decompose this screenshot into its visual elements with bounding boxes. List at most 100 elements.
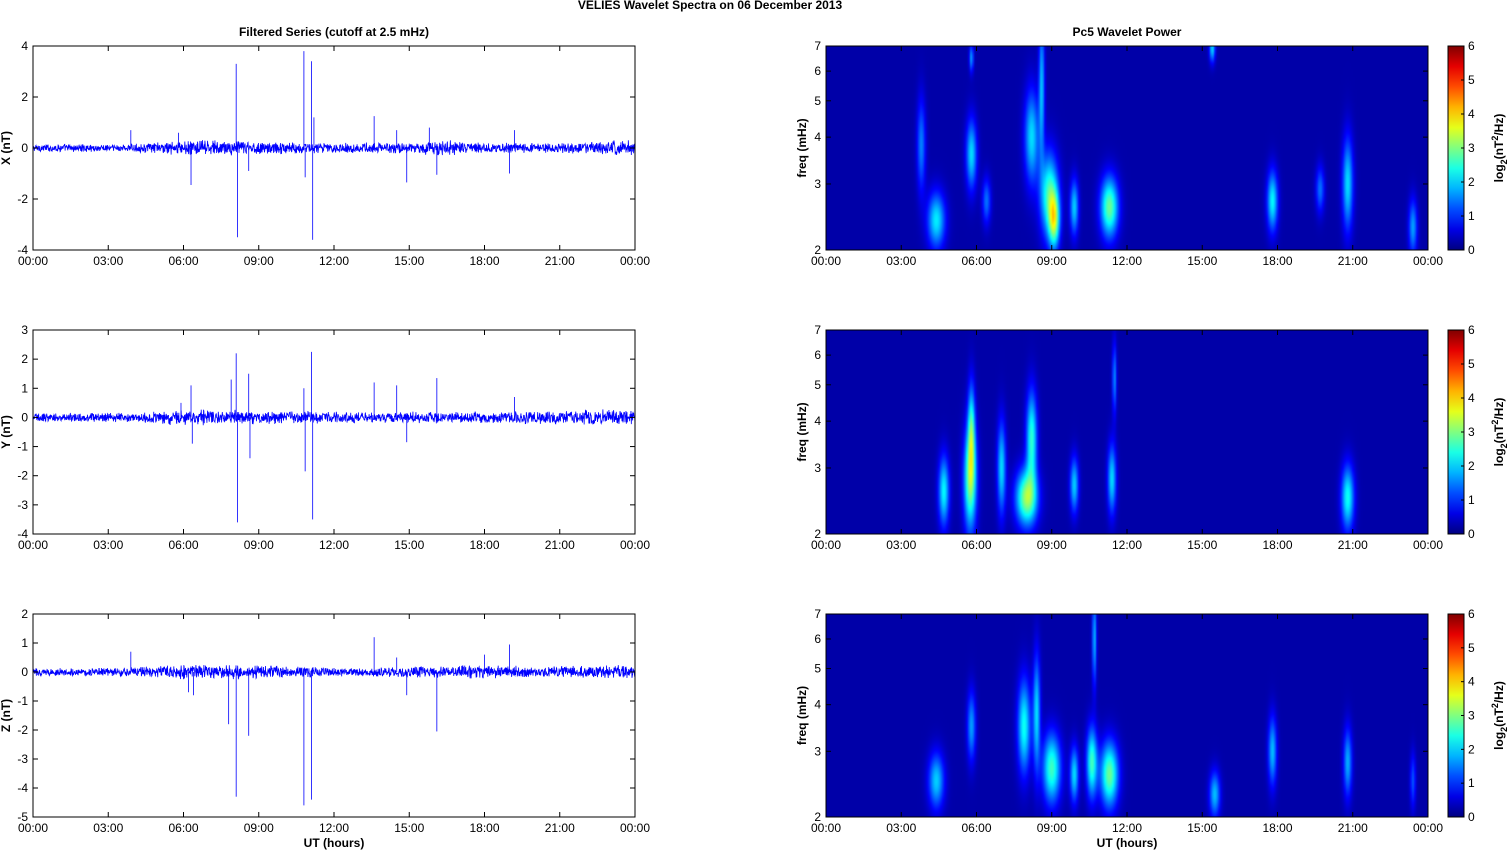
ytick-label: -3 <box>17 498 28 512</box>
label-part: (nT <box>1492 424 1506 443</box>
colorbar-tick-label: 5 <box>1468 357 1475 371</box>
ylabel: X (nT) <box>0 131 13 165</box>
series-trace <box>32 409 636 426</box>
colorbar-tick-label: 1 <box>1468 493 1475 507</box>
colorbar-tick-label: 3 <box>1468 709 1475 723</box>
label-part: log <box>1492 732 1506 750</box>
ylabel: freq (mHz) <box>795 118 809 177</box>
ytick-label: 1 <box>21 636 28 650</box>
colorbar-tick-label: 6 <box>1468 323 1475 337</box>
ytick-label: 6 <box>814 64 821 78</box>
ytick-label: -1 <box>17 694 28 708</box>
label-sub: 2 <box>1499 443 1509 448</box>
ts-xtick-label: 12:00 <box>319 821 349 835</box>
ts-xtick-label: 09:00 <box>244 538 274 552</box>
colorbar-tick-label: 1 <box>1468 776 1475 790</box>
colorbar-tick-label: 6 <box>1468 39 1475 53</box>
colorbar-tick-label: 3 <box>1468 425 1475 439</box>
xlabel: UT (hours) <box>1097 836 1158 850</box>
ytick-label: 4 <box>814 130 821 144</box>
ytick-label: 0 <box>21 141 28 155</box>
spec-xtick-label: 03:00 <box>886 254 916 268</box>
ytick-label: 0 <box>21 665 28 679</box>
label-part: (nT <box>1492 708 1506 727</box>
spec-xtick-label: 06:00 <box>961 538 991 552</box>
ts-xtick-label: 15:00 <box>394 821 424 835</box>
ts-xtick-label: 00:00 <box>18 821 48 835</box>
ytick-label: 5 <box>814 662 821 676</box>
ts-xtick-label: 18:00 <box>469 538 499 552</box>
ytick-label: 1 <box>21 381 28 395</box>
figure-title: VELIES Wavelet Spectra on 06 December 20… <box>578 0 843 12</box>
colorbar-tick-label: 2 <box>1468 175 1475 189</box>
spec-xtick-label: 18:00 <box>1262 538 1292 552</box>
colorbar-label: log2(nT2/Hz) <box>1490 114 1509 183</box>
label-sup: 2 <box>1490 420 1500 425</box>
spec-xtick-label: 00:00 <box>811 538 841 552</box>
spec-xtick-label: 00:00 <box>811 254 841 268</box>
colorbar-tick-label: 3 <box>1468 141 1475 155</box>
ytick-label: -4 <box>17 527 28 541</box>
ytick-label: 0 <box>21 410 28 424</box>
timeseries-panel-1: -4 -2 0 2 4 00:00 03:00 06:00 09:00 12:00 15:00 18:… <box>0 25 650 268</box>
ytick-label: 5 <box>814 378 821 392</box>
spec-xtick-label: 00:00 <box>1413 254 1443 268</box>
spec-xtick-label: 00:00 <box>1413 821 1443 835</box>
label-part: log <box>1492 448 1506 466</box>
ts-xtick-label: 00:00 <box>620 538 650 552</box>
ts-xtick-label: 15:00 <box>394 538 424 552</box>
label-sub: 2 <box>1499 727 1509 732</box>
colorbar-tick-label: 6 <box>1468 607 1475 621</box>
spec-xtick-label: 18:00 <box>1262 821 1292 835</box>
spec-xtick-label: 03:00 <box>886 821 916 835</box>
colorbar-tick-label: 0 <box>1468 243 1475 257</box>
ytick-label: -2 <box>17 192 28 206</box>
ts-xtick-label: 21:00 <box>545 821 575 835</box>
ylabel: Z (nT) <box>0 699 13 732</box>
ts-xtick-label: 06:00 <box>168 254 198 268</box>
ts-xtick-label: 03:00 <box>93 821 123 835</box>
label-sup: 2 <box>1490 136 1500 141</box>
ytick-label: -2 <box>17 469 28 483</box>
colorbar <box>1448 46 1464 250</box>
label-part: (nT <box>1492 140 1506 159</box>
colorbar <box>1448 330 1464 534</box>
ytick-label: -5 <box>17 810 28 824</box>
plot-area <box>33 330 635 534</box>
label-part: log <box>1492 164 1506 182</box>
spectrogram-panel-2: 2 3 4 5 6 7 00:00 03:00 06:00 09:00 12:00 15:00 18:0… <box>795 323 1509 552</box>
spec-xtick-label: 09:00 <box>1037 254 1067 268</box>
wavelet-power-image <box>826 614 1428 817</box>
ytick-label: 5 <box>814 94 821 108</box>
series-trace <box>32 140 636 156</box>
spec-xtick-label: 12:00 <box>1112 254 1142 268</box>
ytick-label: -4 <box>17 243 28 257</box>
ylabel: freq (mHz) <box>795 402 809 461</box>
label-part: /Hz) <box>1492 681 1506 703</box>
ytick-label: -4 <box>17 781 28 795</box>
ylabel: Y (nT) <box>0 415 13 449</box>
label-sub: 2 <box>1499 159 1509 164</box>
ytick-label: 7 <box>814 39 821 53</box>
ytick-label: 3 <box>814 177 821 191</box>
label-sup: 2 <box>1490 703 1500 708</box>
ts-xtick-label: 18:00 <box>469 254 499 268</box>
ts-xtick-label: 12:00 <box>319 538 349 552</box>
spec-xtick-label: 21:00 <box>1338 538 1368 552</box>
ts-xtick-label: 09:00 <box>244 821 274 835</box>
wavelet-power-image <box>826 330 1428 534</box>
spectrogram-panel-1: 2 3 4 5 6 7 00:00 03:00 06:00 09:00 12:00 15:00 18:0… <box>795 25 1509 268</box>
ts-xtick-label: 06:00 <box>168 821 198 835</box>
series-trace <box>32 664 636 680</box>
ytick-label: 2 <box>814 243 821 257</box>
panel-title: Pc5 Wavelet Power <box>1073 25 1182 39</box>
panels: -4 -2 0 2 4 00:00 03:00 06:00 09:00 12:00 15:00 18:… <box>0 25 1509 850</box>
panel-title: Filtered Series (cutoff at 2.5 mHz) <box>239 25 429 39</box>
ytick-label: -1 <box>17 440 28 454</box>
spec-xtick-label: 00:00 <box>811 821 841 835</box>
colorbar-tick-label: 2 <box>1468 742 1475 756</box>
ytick-label: 4 <box>21 39 28 53</box>
colorbar-tick-label: 1 <box>1468 209 1475 223</box>
colorbar-label: log2(nT2/Hz) <box>1490 398 1509 467</box>
colorbar-tick-label: 4 <box>1468 391 1475 405</box>
